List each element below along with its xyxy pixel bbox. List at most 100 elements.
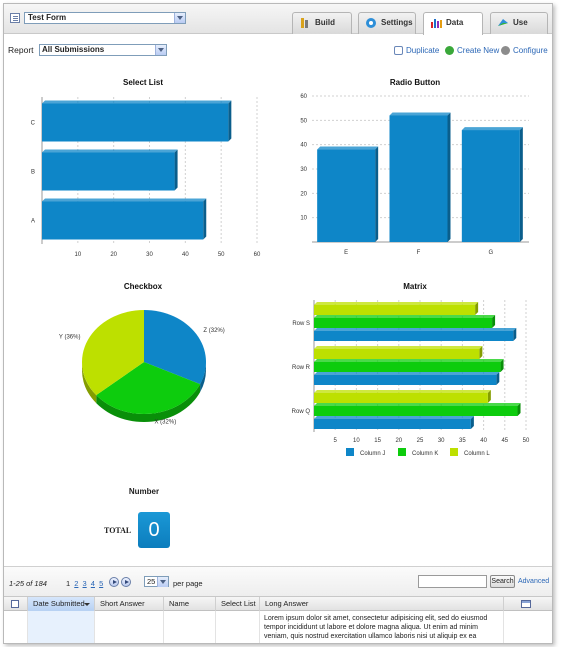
page-links: 1 2 3 4 5 <box>66 579 105 588</box>
x-tick-label: 15 <box>374 438 381 444</box>
page-link[interactable]: 5 <box>99 579 104 588</box>
bar-C-side <box>228 100 232 142</box>
total-value: 0 <box>138 512 170 548</box>
bar-Row R-Column J-top <box>314 372 500 375</box>
column-header-select-list[interactable]: Select List <box>216 597 260 611</box>
build-icon <box>301 18 308 28</box>
table-row[interactable]: Lorem ipsum dolor sit amet, consectetur … <box>4 611 552 643</box>
column-header-short-answer[interactable]: Short Answer <box>95 597 164 611</box>
bar-Row S-Column L-side <box>475 302 479 315</box>
bar-Row Q-Column J-top <box>314 416 474 419</box>
chevron-down-icon[interactable] <box>157 577 168 587</box>
page-link[interactable]: 4 <box>90 579 95 588</box>
x-tick-label: 40 <box>182 252 189 258</box>
bar-Row R-Column J <box>314 375 497 385</box>
next-page-icon[interactable] <box>109 577 119 587</box>
report-label: Report <box>8 45 34 55</box>
x-tick-label: 35 <box>459 438 466 444</box>
column-chooser[interactable] <box>504 597 552 611</box>
bar-Row S-Column J <box>314 331 514 341</box>
tab-build[interactable]: Build <box>292 12 352 34</box>
bar-Row S-Column J-top <box>314 328 517 331</box>
bar-Row S-Column K-top <box>314 315 496 318</box>
tab-label: Data <box>446 18 464 27</box>
select-list-chart: 10 20 30 40 50 60 C B A <box>31 97 261 258</box>
result-range: 1-25 of 184 <box>9 579 47 588</box>
gear-icon <box>501 46 510 55</box>
app-window: Test Form Build Settings Data Use Report… <box>3 3 553 644</box>
legend-label: Column L <box>464 451 490 457</box>
y-tick-label: 40 <box>300 143 307 149</box>
column-header-name[interactable]: Name <box>164 597 216 611</box>
y-tick-label: 30 <box>300 167 307 173</box>
x-tick-label: 45 <box>501 438 508 444</box>
bar-Row S-Column J-side <box>513 328 517 341</box>
tab-data[interactable]: Data <box>423 12 483 35</box>
bar-Row Q-Column L-side <box>487 390 491 403</box>
create-new-label: Create New <box>457 46 500 55</box>
legend-swatch <box>450 448 458 456</box>
bar-Row Q-Column L-top <box>314 390 491 393</box>
chevron-down-icon[interactable] <box>174 13 185 23</box>
select-all-cell <box>4 597 28 611</box>
columns-icon[interactable] <box>521 600 531 608</box>
tab-use[interactable]: Use <box>490 12 548 34</box>
matrix-chart: 5 10 15 20 25 30 35 40 45 50 Row S Row R Row Q Column… <box>292 300 530 457</box>
column-header-date-submitted[interactable]: Date Submitted <box>28 597 95 611</box>
bar-A-top <box>42 198 207 202</box>
bar-C-top <box>42 100 232 104</box>
page-link[interactable]: 2 <box>74 579 79 588</box>
checkbox-pie-chart: Z (32%) X (32%) Y (36%) <box>59 310 225 426</box>
table-header: Date Submitted Short Answer Name Select … <box>4 596 552 611</box>
tab-label: Use <box>513 18 528 27</box>
form-selector[interactable]: Test Form <box>24 12 186 24</box>
create-new-link[interactable]: Create New <box>445 46 499 55</box>
chart-title-radio-button: Radio Button <box>389 78 441 87</box>
x-tick-label: 5 <box>334 438 338 444</box>
x-tick-label: F <box>417 250 421 256</box>
bar-B-side <box>174 149 178 191</box>
x-tick-label: 30 <box>146 252 153 258</box>
y-tick-label: 10 <box>300 216 307 222</box>
radio-button-chart: 10 20 30 40 50 60 E F G <box>300 94 529 256</box>
configure-link[interactable]: Configure <box>501 46 548 55</box>
per-page-value: 25 <box>147 577 156 586</box>
bar-Row S-Column K-side <box>492 315 496 328</box>
duplicate-link[interactable]: Duplicate <box>394 46 439 55</box>
select-all-checkbox[interactable] <box>11 600 19 608</box>
pie-slice <box>96 362 201 414</box>
data-icon <box>431 19 442 28</box>
bar-Row R-Column L-top <box>314 346 483 349</box>
column-header-long-answer[interactable]: Long Answer <box>260 597 504 611</box>
last-page-icon[interactable] <box>121 577 131 587</box>
pie-slice <box>82 310 144 396</box>
pie-slice-depth <box>200 362 206 393</box>
search-button[interactable]: Search <box>490 575 515 588</box>
report-selector[interactable]: All Submissions <box>39 44 167 56</box>
per-page-select[interactable]: 25 <box>144 576 169 587</box>
row-checkbox-cell[interactable] <box>4 611 28 643</box>
chart-title-matrix: Matrix <box>403 282 427 291</box>
cell-short-answer <box>95 611 164 643</box>
page-link[interactable]: 3 <box>82 579 87 588</box>
pie-label: Z (32%) <box>203 328 224 334</box>
chart-title-checkbox: Checkbox <box>123 282 163 291</box>
bar-Row S-Column K <box>314 318 493 328</box>
cell-name <box>164 611 216 643</box>
advanced-search-link[interactable]: Advanced <box>518 578 550 585</box>
bar-E-side <box>375 146 379 242</box>
x-tick-label: 60 <box>254 252 261 258</box>
search-input[interactable] <box>418 575 487 588</box>
bar-Row Q-Column K-side <box>517 403 521 416</box>
y-tick-label: 60 <box>300 94 307 100</box>
chevron-down-icon[interactable] <box>155 45 166 55</box>
tab-settings[interactable]: Settings <box>358 12 416 34</box>
x-tick-label: 10 <box>74 252 81 258</box>
tab-label: Build <box>315 18 335 27</box>
bar-Row R-Column K-top <box>314 359 504 362</box>
bar-E <box>317 149 376 242</box>
report-selector-value: All Submissions <box>42 45 105 54</box>
y-tick-label: Row R <box>292 365 311 371</box>
x-tick-label: 50 <box>523 438 530 444</box>
tab-label: Settings <box>381 18 413 27</box>
